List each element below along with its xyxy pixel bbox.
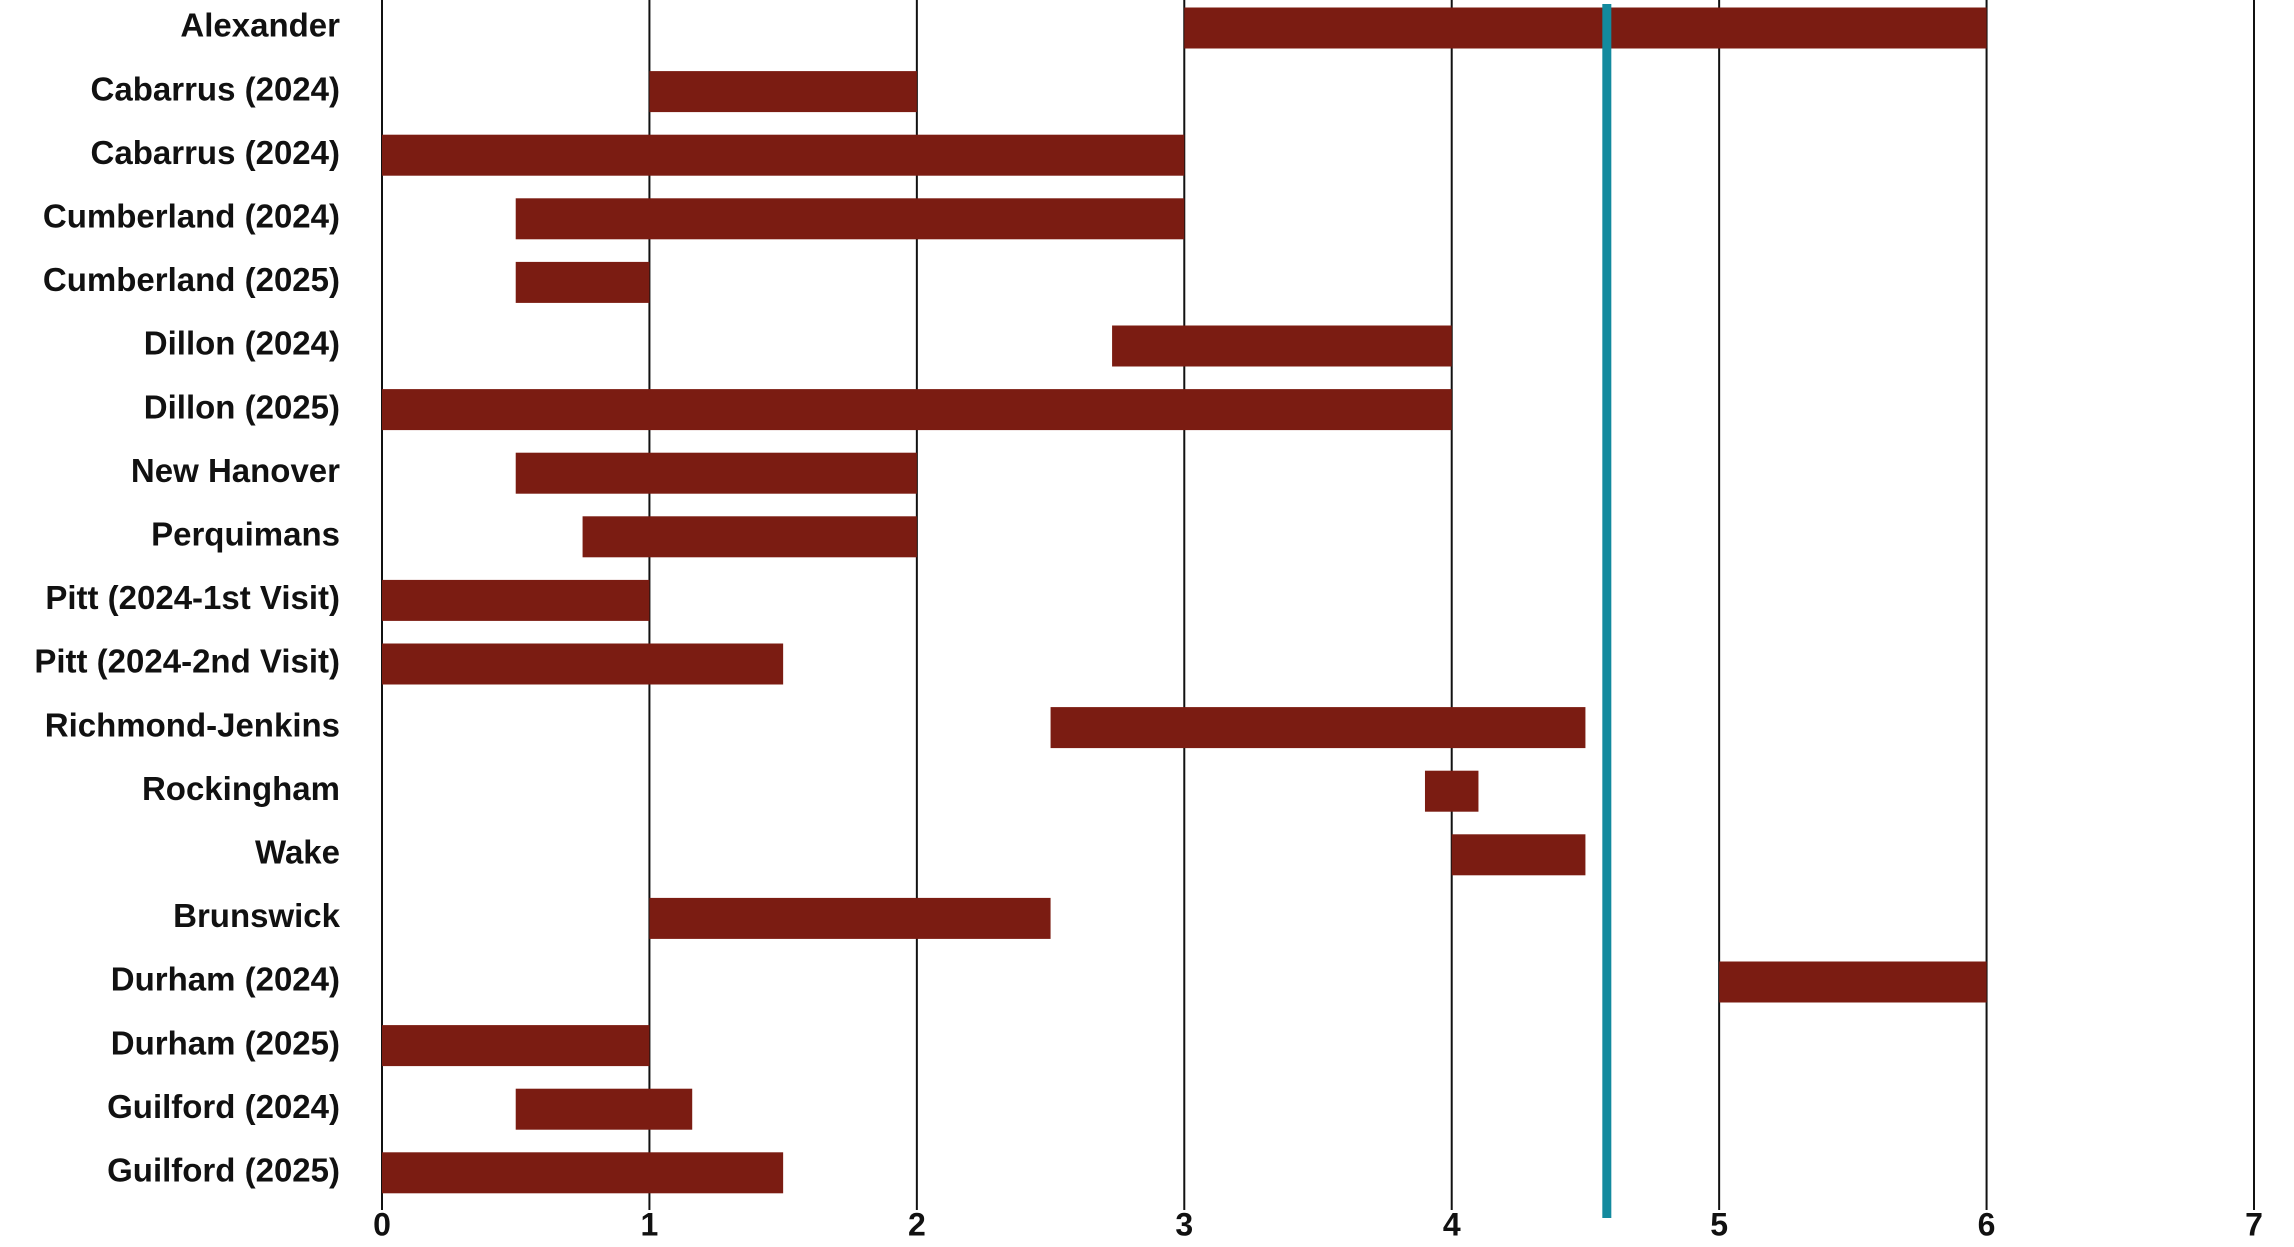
y-tick-label: Perquimans bbox=[151, 516, 340, 553]
bar bbox=[515, 198, 1185, 240]
bar bbox=[1050, 707, 1586, 749]
x-tick-label: 2 bbox=[908, 1206, 926, 1242]
y-tick-label: Guilford (2025) bbox=[107, 1152, 340, 1189]
bar bbox=[382, 1152, 784, 1194]
y-tick-label: Cabarrus (2024) bbox=[91, 134, 340, 171]
bar bbox=[515, 1088, 693, 1130]
x-tick-label: 4 bbox=[1443, 1206, 1461, 1242]
x-tick-label: 6 bbox=[1978, 1206, 1996, 1242]
y-tick-label: Pitt (2024-1st Visit) bbox=[45, 579, 340, 616]
x-tick-label: 5 bbox=[1710, 1206, 1728, 1242]
y-tick-label: Dillon (2024) bbox=[144, 325, 340, 362]
bar bbox=[515, 452, 917, 494]
bar bbox=[382, 1025, 650, 1067]
bar bbox=[382, 134, 1185, 176]
bar bbox=[1719, 961, 1987, 1003]
y-tick-label: Dillon (2025) bbox=[144, 388, 340, 425]
bar bbox=[1112, 325, 1452, 367]
y-tick-label: Cabarrus (2024) bbox=[91, 70, 340, 107]
bar bbox=[382, 389, 1452, 431]
y-tick-label: Guilford (2024) bbox=[107, 1088, 340, 1125]
x-tick-label: 0 bbox=[373, 1206, 391, 1242]
y-tick-label: Alexander bbox=[180, 7, 340, 44]
y-tick-label: Pitt (2024-2nd Visit) bbox=[34, 643, 340, 680]
y-tick-label: Wake bbox=[255, 834, 340, 871]
y-tick-label: Rockingham bbox=[142, 770, 340, 807]
bar bbox=[382, 643, 784, 685]
y-tick-label: Cumberland (2025) bbox=[43, 261, 340, 298]
bar bbox=[515, 261, 650, 303]
bar bbox=[382, 579, 650, 621]
bar bbox=[1184, 7, 1987, 49]
y-tick-label: Brunswick bbox=[173, 897, 341, 934]
bar bbox=[1451, 834, 1586, 876]
bar bbox=[649, 71, 917, 113]
y-tick-label: Durham (2025) bbox=[111, 1024, 340, 1061]
x-tick-label: 1 bbox=[641, 1206, 659, 1242]
y-tick-label: Richmond-Jenkins bbox=[45, 706, 340, 743]
y-tick-label: New Hanover bbox=[131, 452, 340, 489]
bar bbox=[582, 516, 917, 558]
x-tick-label: 3 bbox=[1175, 1206, 1193, 1242]
y-tick-label: Durham (2024) bbox=[111, 961, 340, 998]
x-tick-label: 7 bbox=[2245, 1206, 2263, 1242]
bar bbox=[1424, 770, 1479, 812]
bar bbox=[649, 897, 1051, 939]
y-tick-label: Cumberland (2024) bbox=[43, 198, 340, 235]
